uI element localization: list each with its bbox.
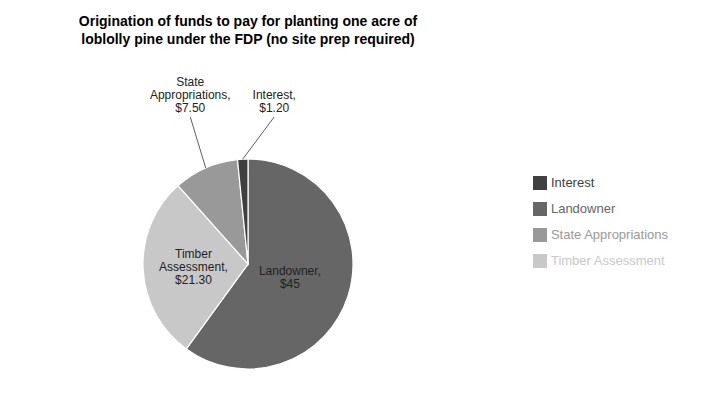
html-text:Timber Assessment: Timber Assessment [550, 252, 665, 268]
svg-text:Landowner,$45: Landowner,$45 [259, 264, 321, 291]
html-text:State Appropriations: State Appropriations [550, 226, 668, 242]
svg-text:Interest,$1.20: Interest,$1.20 [253, 88, 296, 115]
svg-text:StateAppropriations,$7.50: StateAppropriations,$7.50 [150, 75, 231, 115]
html-text:Interest: Interest [550, 174, 595, 190]
html-text:loblolly pine under the FDP (n: loblolly pine under the FDP (no site pre… [81, 31, 415, 47]
html-text:Landowner: Landowner [550, 200, 616, 216]
svg-text:TimberAssessment,$21.30: TimberAssessment,$21.30 [159, 247, 228, 287]
html-text:Origination of funds to pay fo: Origination of funds to pay for planting… [78, 13, 418, 29]
